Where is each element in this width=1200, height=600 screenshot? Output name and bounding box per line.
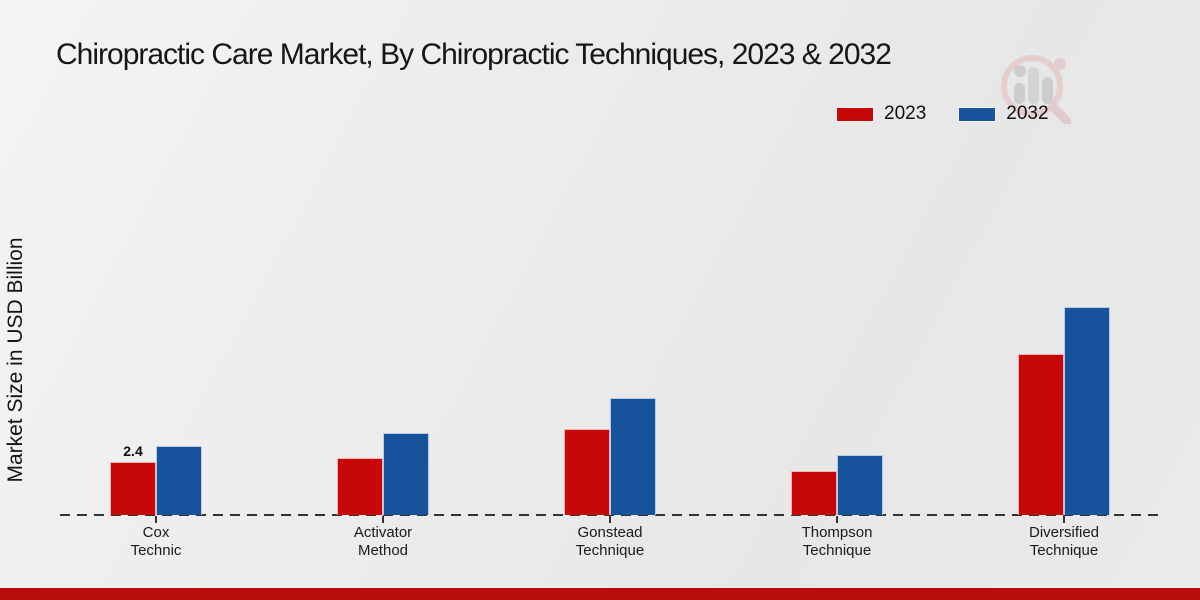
bar-2032-activator-method [383, 433, 429, 515]
magnifier-bar-chart-logo [1001, 55, 1072, 126]
x-axis-tick-activator-method [382, 516, 384, 523]
category-label-activator-method: Activator Method [353, 524, 413, 560]
legend: 2023 2032 [836, 103, 1049, 125]
x-axis-tick-cox-technic [155, 516, 157, 523]
x-axis-tick-gonstead-technique [609, 516, 611, 523]
x-axis-tick-thompson-technique [836, 516, 838, 523]
bar-2023-thompson-technique [791, 471, 837, 515]
bar-2032-diversified-technique [1064, 307, 1110, 515]
bar-2032-gonstead-technique [610, 398, 656, 515]
bar-2032-thompson-technique [837, 455, 883, 515]
bar-value-label: 2.4 [123, 443, 143, 459]
bar-2023-cox-technic [110, 462, 156, 515]
legend-label-2032: 2032 [1006, 103, 1049, 124]
footer-accent-bar [0, 588, 1200, 600]
x-axis-tick-diversified-technique [1063, 516, 1065, 523]
category-label-cox-technic: Cox Technic [130, 524, 182, 560]
bar-2023-diversified-technique [1018, 354, 1064, 515]
category-label-gonstead-technique: Gonstead Technique [575, 524, 645, 560]
legend-item-2032: 2032 [958, 103, 1049, 125]
chart-title: Chiropractic Care Market, By Chiropracti… [56, 38, 892, 71]
category-label-diversified-technique: Diversified Technique [1028, 524, 1100, 560]
x-axis-baseline [60, 514, 1160, 516]
bar-2023-activator-method [337, 458, 383, 515]
legend-label-2023: 2023 [884, 103, 927, 124]
bar-2032-cox-technic [156, 446, 202, 515]
category-label-thompson-technique: Thompson Technique [801, 524, 873, 560]
legend-item-2023: 2023 [836, 103, 926, 125]
legend-swatch-2032 [958, 106, 997, 122]
brand-watermark-icon [998, 52, 1082, 126]
legend-swatch-2023 [836, 106, 874, 122]
bar-2023-gonstead-technique [564, 429, 610, 515]
